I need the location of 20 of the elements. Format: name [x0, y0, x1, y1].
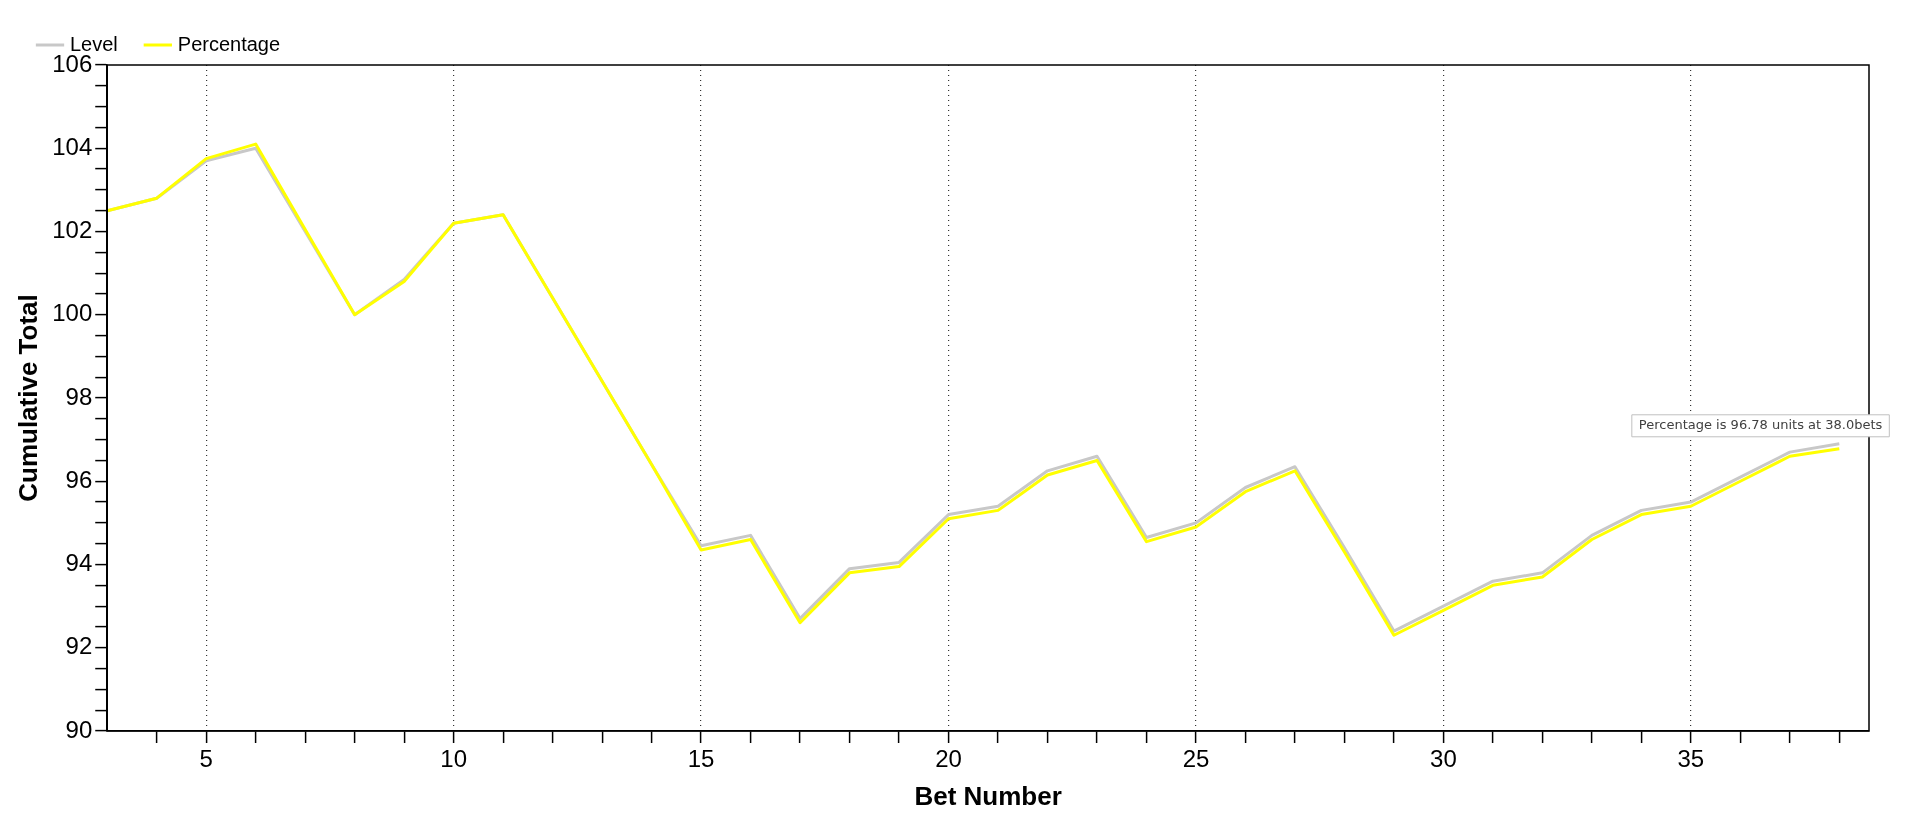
x-axis-title: Bet Number: [914, 780, 1062, 811]
y-tick-label: 102: [52, 216, 93, 244]
x-tick-label: 5: [199, 745, 213, 773]
y-tick-label: 104: [52, 132, 93, 160]
y-axis-title: Cumulative Total: [12, 294, 43, 502]
legend-label: Percentage: [177, 32, 281, 55]
legend-label: Level: [70, 32, 118, 55]
x-tick-label: 25: [1182, 745, 1210, 773]
x-tick-label: 20: [935, 745, 962, 773]
y-tick-label: 100: [52, 299, 93, 327]
x-tick-label: 15: [687, 745, 715, 773]
x-tick-label: 35: [1677, 745, 1705, 773]
y-tick-label: 92: [65, 632, 93, 660]
annotation: Percentage is 96.78 units at 38.0bets: [1638, 417, 1883, 433]
y-tick-label: 94: [65, 549, 93, 577]
x-tick-label: 30: [1430, 745, 1457, 773]
y-tick-label: 96: [65, 465, 93, 493]
x-tick-label: 10: [440, 745, 468, 773]
y-tick-label: 90: [65, 715, 93, 743]
y-tick-label: 98: [65, 382, 93, 410]
